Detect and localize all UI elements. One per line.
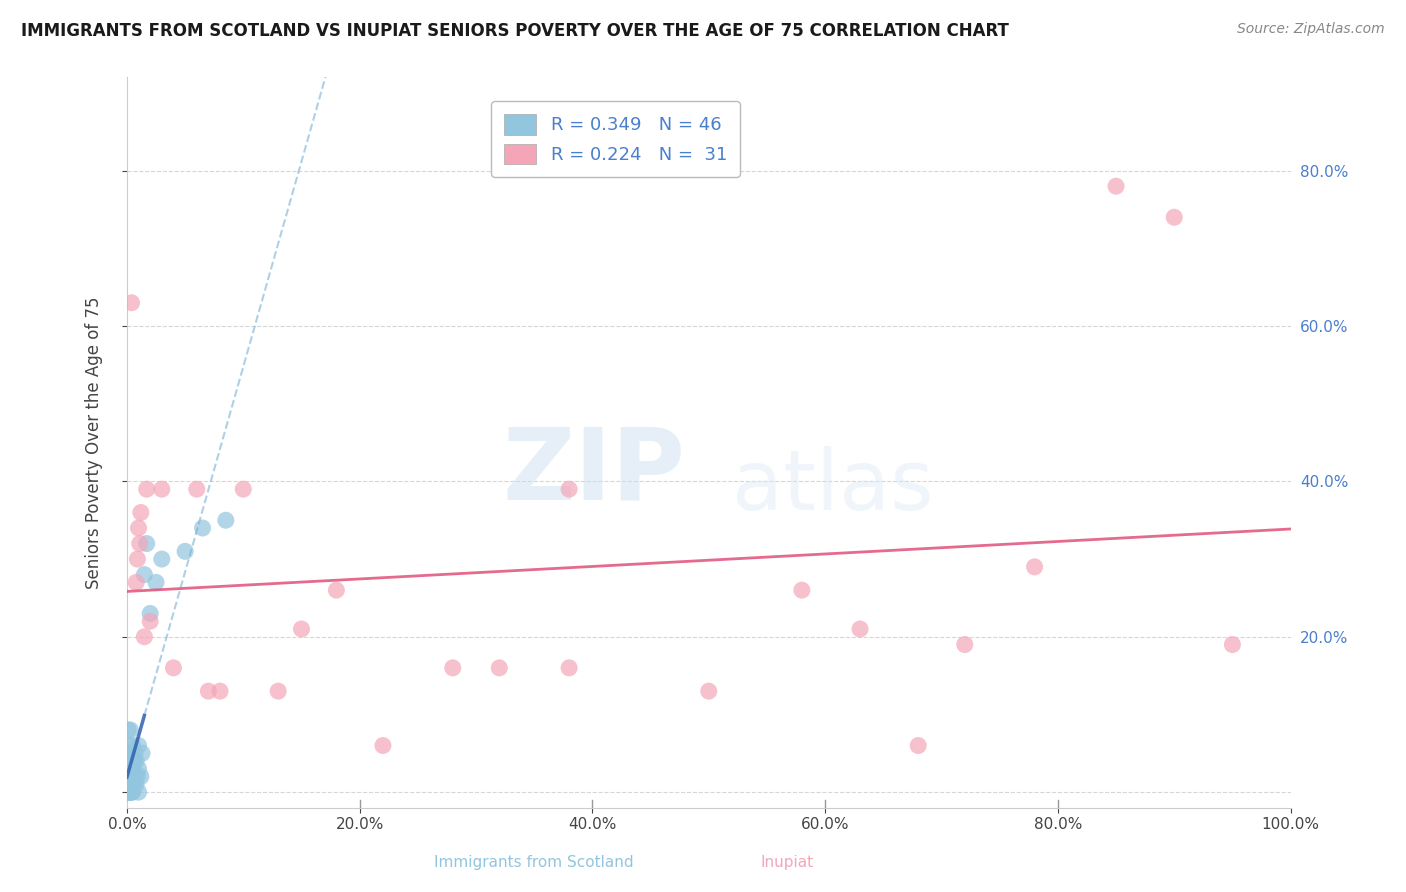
Text: Immigrants from Scotland: Immigrants from Scotland: [434, 855, 634, 870]
Point: [128, 739, 150, 753]
Point: [121, 295, 143, 310]
Point: [118, 777, 141, 791]
Point: [128, 521, 150, 535]
Point: [124, 747, 146, 761]
Point: [290, 622, 312, 636]
Point: [488, 661, 510, 675]
Point: [121, 747, 143, 761]
Point: [120, 754, 142, 768]
Point: [118, 785, 141, 799]
Point: [121, 762, 143, 776]
Point: [117, 723, 139, 737]
Text: IMMIGRANTS FROM SCOTLAND VS INUPIAT SENIORS POVERTY OVER THE AGE OF 75 CORRELATI: IMMIGRANTS FROM SCOTLAND VS INUPIAT SENI…: [21, 22, 1010, 40]
Point: [127, 770, 149, 784]
Point: [120, 770, 142, 784]
Point: [121, 739, 143, 753]
Point: [1024, 559, 1046, 574]
Point: [215, 513, 238, 527]
Point: [325, 583, 347, 598]
Point: [558, 661, 581, 675]
Point: [186, 482, 208, 496]
Y-axis label: Seniors Poverty Over the Age of 75: Seniors Poverty Over the Age of 75: [86, 296, 103, 589]
Point: [135, 536, 157, 550]
Text: Source: ZipAtlas.com: Source: ZipAtlas.com: [1237, 22, 1385, 37]
Point: [139, 607, 162, 621]
Point: [129, 770, 152, 784]
Point: [121, 785, 143, 799]
Point: [129, 506, 152, 520]
Point: [558, 482, 581, 496]
Point: [118, 785, 141, 799]
Point: [128, 762, 150, 776]
Point: [1163, 211, 1185, 225]
Point: [125, 777, 148, 791]
Point: [790, 583, 813, 598]
Point: [117, 785, 139, 799]
Point: [197, 684, 219, 698]
Point: [120, 785, 142, 799]
Point: [117, 777, 139, 791]
Point: [849, 622, 872, 636]
Point: [117, 747, 139, 761]
Point: [953, 638, 976, 652]
Point: [121, 770, 143, 784]
Point: [121, 785, 143, 799]
Point: [125, 754, 148, 768]
Point: [907, 739, 929, 753]
Point: [118, 770, 141, 784]
Point: [118, 739, 141, 753]
Point: [122, 777, 145, 791]
Point: [145, 575, 167, 590]
Point: [120, 777, 142, 791]
Text: ZIP: ZIP: [502, 424, 686, 520]
Point: [118, 762, 141, 776]
Text: Inupiat: Inupiat: [761, 855, 814, 870]
Point: [117, 770, 139, 784]
Point: [128, 785, 150, 799]
Point: [122, 754, 145, 768]
Point: [150, 482, 173, 496]
Point: [232, 482, 254, 496]
Point: [128, 536, 150, 550]
Point: [371, 739, 394, 753]
Point: [135, 482, 157, 496]
Point: [131, 747, 153, 761]
Point: [139, 614, 162, 628]
Legend: R = 0.349   N = 46, R = 0.224   N =  31: R = 0.349 N = 46, R = 0.224 N = 31: [491, 101, 740, 178]
Point: [1105, 179, 1128, 194]
Point: [174, 544, 197, 558]
Point: [127, 552, 149, 566]
Point: [191, 521, 214, 535]
Point: [162, 661, 184, 675]
Text: atlas: atlas: [733, 446, 934, 527]
Point: [1222, 638, 1244, 652]
Point: [208, 684, 231, 698]
Point: [120, 723, 142, 737]
Point: [150, 552, 173, 566]
Point: [124, 770, 146, 784]
Point: [134, 567, 156, 582]
Point: [117, 785, 139, 799]
Point: [267, 684, 290, 698]
Point: [117, 762, 139, 776]
Point: [441, 661, 464, 675]
Point: [118, 747, 141, 761]
Point: [697, 684, 720, 698]
Point: [125, 575, 148, 590]
Point: [118, 785, 141, 799]
Point: [134, 630, 156, 644]
